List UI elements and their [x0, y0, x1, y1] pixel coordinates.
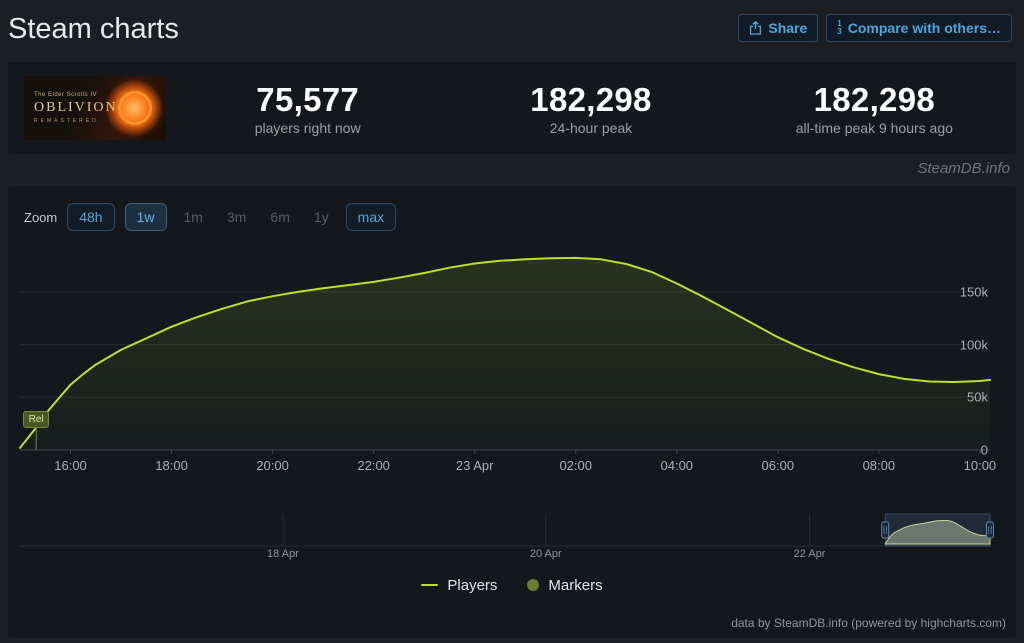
legend-players-line-icon [421, 584, 439, 586]
x-axis-label: 22:00 [357, 458, 390, 473]
compare-label: Compare with others… [847, 20, 1001, 36]
capsule-text-block: The Elder Scrolls IV OBLIVION REMASTERED [34, 92, 118, 124]
y-axis-label: 50k [967, 389, 988, 405]
capsule-edition-text: REMASTERED [34, 118, 99, 124]
zoom-max-button[interactable]: max [345, 203, 397, 231]
game-capsule-image: The Elder Scrolls IV OBLIVION REMASTERED [24, 76, 166, 140]
legend-players-label: Players [447, 576, 498, 594]
players-chart: Rel 0 50k 100k 150k 16:00 18:00 20:00 22:00 23 A… [19, 254, 996, 480]
x-axis-label: 06:00 [761, 458, 795, 473]
legend-markers-item[interactable]: Markers [527, 576, 603, 594]
chart-navigator[interactable]: 18 Apr 20 Apr 22 Apr [20, 513, 994, 562]
page-title: Steam charts [8, 13, 179, 45]
navigator-date-label: 22 Apr [793, 548, 826, 560]
x-axis-label: 08:00 [862, 458, 896, 473]
capsule-title-text: OBLIVION [34, 100, 118, 115]
compare-button[interactable]: 1 3 Compare with others… [826, 14, 1012, 42]
stats-row: 75,577 players right now 182,298 24-hour… [166, 81, 1016, 136]
navigator-chart[interactable] [20, 513, 994, 547]
zoom-controls: Zoom 48h 1w 1m 3m 6m 1y max [8, 186, 1016, 232]
zoom-1w-button[interactable]: 1w [124, 203, 167, 231]
zoom-6m-disabled: 6m [270, 209, 290, 225]
stat-alltime-peak-value: 182,298 [813, 80, 936, 118]
share-button[interactable]: Share [738, 14, 819, 42]
stat-players-now: 75,577 players right now [166, 81, 449, 136]
zoom-48h-button[interactable]: 48h [67, 203, 115, 231]
chart-legend: Players Markers [8, 574, 1016, 596]
navigator-date-label: 18 Apr [266, 548, 299, 560]
page-header: Steam charts Share 1 3 Compare with othe… [0, 0, 1024, 62]
legend-players-item[interactable]: Players [421, 577, 497, 594]
stat-alltime-peak-label: all-time peak 9 hours ago [795, 119, 953, 136]
navigator-date-label: 20 Apr [529, 548, 562, 560]
stat-24h-peak: 182,298 24-hour peak [449, 81, 732, 136]
legend-markers-label: Markers [548, 576, 603, 594]
x-axis-label: 18:00 [155, 458, 188, 473]
x-axis-label: 20:00 [256, 458, 289, 473]
x-axis-label: 16:00 [54, 458, 87, 473]
stats-panel: The Elder Scrolls IV OBLIVION REMASTERED… [8, 62, 1016, 154]
x-axis-label: 23 Apr [455, 458, 494, 473]
compare-icon: 1 3 [837, 19, 842, 36]
share-label: Share [768, 20, 808, 36]
zoom-label: Zoom [24, 209, 58, 225]
header-actions: Share 1 3 Compare with others… [738, 12, 1012, 42]
legend-markers-dot-icon [527, 579, 540, 591]
stat-24h-peak-label: 24-hour peak [549, 119, 633, 136]
chart-credits[interactable]: data by SteamDB.info (powered by highcha… [731, 616, 1006, 630]
y-axis-label: 150k [959, 284, 988, 300]
release-marker-flag[interactable]: Rel [23, 411, 50, 428]
chart-panel: Zoom 48h 1w 1m 3m 6m 1y max Rel 0 50k 100k… [8, 186, 1016, 638]
capsule-oblivion-gate-art [118, 91, 152, 125]
players-line [19, 256, 991, 449]
navigator-series [884, 520, 991, 545]
zoom-3m-disabled: 3m [226, 209, 247, 225]
stat-alltime-peak: 182,298 all-time peak 9 hours ago [733, 81, 1016, 136]
steamdb-watermark: SteamDB.info [917, 160, 1010, 177]
stat-players-now-label: players right now [254, 119, 361, 136]
players-area-fill [20, 257, 990, 450]
x-axis-label: 02:00 [559, 458, 592, 473]
x-axis-label: 10:00 [963, 458, 997, 473]
share-icon [750, 21, 762, 35]
navigator-left-handle[interactable] [881, 521, 890, 539]
zoom-1m-disabled: 1m [183, 209, 203, 225]
y-axis-label: 0 [980, 442, 988, 458]
navigator-right-handle[interactable] [986, 521, 994, 539]
stat-24h-peak-value: 182,298 [530, 80, 652, 118]
x-axis-label: 04:00 [660, 458, 694, 473]
players-area-chart[interactable] [19, 254, 991, 454]
zoom-1y-disabled: 1y [313, 209, 329, 225]
stat-players-now-value: 75,577 [256, 80, 360, 118]
capsule-series-text: The Elder Scrolls IV [34, 92, 98, 98]
y-axis-label: 100k [959, 337, 988, 353]
